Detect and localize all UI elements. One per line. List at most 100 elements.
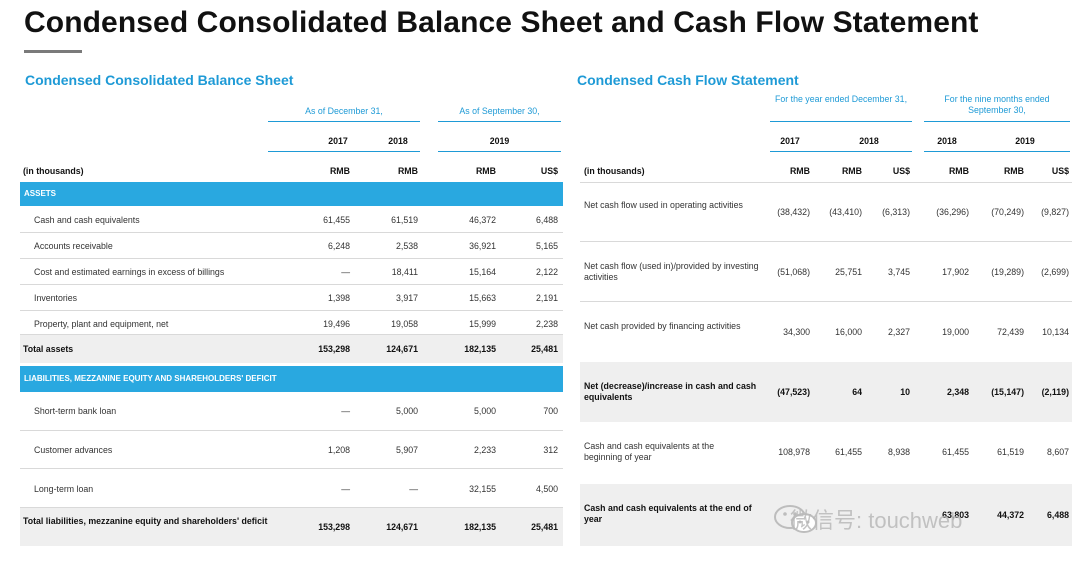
bs-cell: 1,208 bbox=[327, 445, 350, 455]
net-change-band bbox=[580, 362, 1072, 422]
row-divider bbox=[20, 507, 563, 508]
cf-cell: 61,455 bbox=[942, 447, 969, 457]
cf-cell: 63,803 bbox=[942, 510, 969, 520]
cash-flow-heading: Condensed Cash Flow Statement bbox=[577, 72, 799, 88]
bs-cell: 3,917 bbox=[395, 293, 418, 303]
cf-cell: 16,000 bbox=[835, 327, 862, 337]
row-divider bbox=[20, 334, 563, 335]
bs-cell: 2,233 bbox=[473, 445, 496, 455]
cf-currency-6: US$ bbox=[1051, 166, 1069, 176]
wechat-logo-icon bbox=[774, 505, 817, 533]
bs-year-underline-a bbox=[268, 151, 420, 152]
cf-currency-2: RMB bbox=[841, 166, 862, 176]
bs-cell: 1,398 bbox=[327, 293, 350, 303]
balance-sheet-heading: Condensed Consolidated Balance Sheet bbox=[25, 72, 294, 88]
bs-row-label: Accounts receivable bbox=[34, 241, 113, 251]
bs-cell: 5,000 bbox=[395, 406, 418, 416]
cf-cell: 64 bbox=[852, 387, 862, 397]
total-liabilities-band bbox=[20, 508, 563, 546]
cf-cell: 6,488 bbox=[1046, 510, 1069, 520]
row-divider bbox=[20, 258, 563, 259]
bs-cell: — bbox=[341, 267, 350, 277]
bs-cell: 182,135 bbox=[464, 522, 496, 532]
cf-group-header-year: For the year ended December 31, bbox=[774, 94, 908, 104]
cf-group-header-nine: For the nine months ended September 30, bbox=[944, 94, 1050, 115]
bs-unit-label: (in thousands) bbox=[23, 166, 84, 176]
row-divider bbox=[580, 182, 1072, 183]
bs-cell: 19,058 bbox=[391, 319, 418, 329]
bs-cell: 153,298 bbox=[318, 522, 350, 532]
total-assets-band bbox=[20, 335, 563, 363]
page-title: Condensed Consolidated Balance Sheet and… bbox=[24, 6, 979, 39]
bs-cell: 25,481 bbox=[531, 522, 558, 532]
cf-cell: 17,902 bbox=[942, 267, 969, 277]
cf-cell: 2,348 bbox=[946, 387, 969, 397]
bs-cell: 5,165 bbox=[535, 241, 558, 251]
row-divider bbox=[20, 310, 563, 311]
cf-cell: (19,289) bbox=[991, 267, 1024, 277]
cf-year-2018b: 2018 bbox=[937, 136, 957, 146]
bs-cell: 124,671 bbox=[386, 522, 418, 532]
cf-row-label: Net cash provided by financing activitie… bbox=[584, 321, 741, 331]
cf-cell: 3,745 bbox=[887, 267, 910, 277]
bs-row-label: Customer advances bbox=[34, 445, 113, 455]
bs-year-2019: 2019 bbox=[489, 136, 510, 146]
watermark-text: 微信号: touchweb bbox=[790, 508, 963, 533]
cf-cell: 44,372 bbox=[997, 510, 1024, 520]
title-underline bbox=[24, 50, 82, 53]
bs-cell: — bbox=[341, 484, 350, 494]
bs-year-underline-b bbox=[438, 151, 561, 152]
assets-band bbox=[20, 182, 563, 206]
cf-cell: (2,699) bbox=[1041, 267, 1069, 277]
cf-currency-1: RMB bbox=[789, 166, 810, 176]
bs-cell: 46,372 bbox=[469, 215, 496, 225]
cf-cell: (2,119) bbox=[1041, 387, 1069, 397]
cf-cell: (51,068) bbox=[777, 267, 810, 277]
cf-currency-4: RMB bbox=[948, 166, 969, 176]
cf-cell: 10 bbox=[900, 387, 910, 397]
bs-group-underline-dec bbox=[268, 121, 420, 122]
cf-row-label: Net cash flow used in operating activiti… bbox=[584, 200, 743, 210]
cf-unit-label: (in thousands) bbox=[584, 166, 645, 176]
cf-year-underline-a bbox=[770, 151, 912, 152]
cf-row-label: Net cash flow (used in)/provided by inve… bbox=[584, 261, 759, 282]
liabilities-band bbox=[20, 366, 563, 392]
assets-label: ASSETS bbox=[24, 189, 57, 198]
cf-row-label: Cash and cash equivalents at the beginni… bbox=[584, 441, 715, 462]
cf-cell: 25,751 bbox=[835, 267, 862, 277]
bs-cell: 2,238 bbox=[535, 319, 558, 329]
bs-cell: 2,538 bbox=[395, 241, 418, 251]
cf-cell: (47,523) bbox=[777, 387, 810, 397]
bs-cell: 61,455 bbox=[323, 215, 350, 225]
bs-cell: 61,519 bbox=[391, 215, 418, 225]
bs-cell: 15,663 bbox=[469, 293, 496, 303]
bs-group-underline-sep bbox=[438, 121, 561, 122]
bs-cell: 32,155 bbox=[469, 484, 496, 494]
bs-cell: 5,000 bbox=[473, 406, 496, 416]
row-divider bbox=[580, 241, 1072, 242]
bs-year-2017: 2017 bbox=[328, 136, 348, 146]
bs-currency-1: RMB bbox=[329, 166, 350, 176]
end-cash-band bbox=[580, 484, 1072, 546]
bs-row-label: Cost and estimated earnings in excess of… bbox=[34, 267, 225, 277]
bs-row-label: Short-term bank loan bbox=[34, 406, 117, 416]
cf-cell: 108,978 bbox=[778, 447, 810, 457]
cf-cell: (36,296) bbox=[936, 207, 969, 217]
bs-row-label: Property, plant and equipment, net bbox=[34, 319, 169, 329]
cf-year-2018a: 2018 bbox=[859, 136, 879, 146]
cf-cell: 19,000 bbox=[942, 327, 969, 337]
bs-row-label: Long-term loan bbox=[34, 484, 94, 494]
bs-cell: 6,248 bbox=[327, 241, 350, 251]
cf-cell: 61,519 bbox=[997, 447, 1024, 457]
cf-cell: (38,432) bbox=[777, 207, 810, 217]
bs-row-label: Cash and cash equivalents bbox=[34, 215, 140, 225]
bs-currency-3: RMB bbox=[475, 166, 496, 176]
cf-currency-3: US$ bbox=[892, 166, 910, 176]
bs-cell: 15,999 bbox=[469, 319, 496, 329]
bs-cell: 312 bbox=[543, 445, 558, 455]
bs-cell: 4,500 bbox=[535, 484, 558, 494]
bs-cell: 124,671 bbox=[386, 344, 418, 354]
bs-group-header-sep: As of September 30, bbox=[459, 106, 540, 116]
cf-cell: 8,607 bbox=[1046, 447, 1069, 457]
cf-cell: 61,455 bbox=[835, 447, 862, 457]
